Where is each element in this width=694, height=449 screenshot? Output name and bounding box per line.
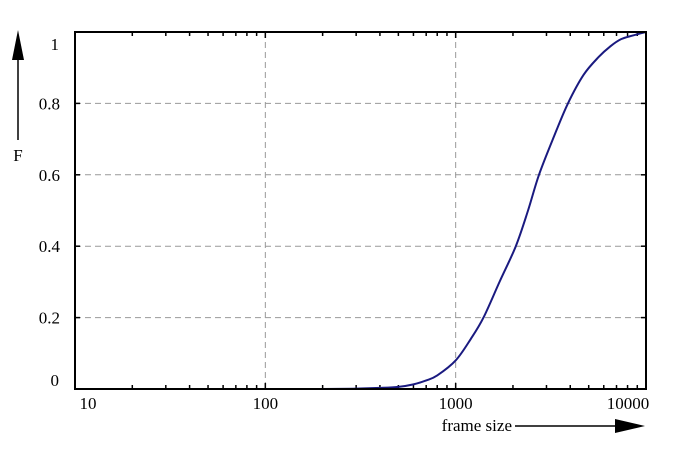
x-tick-label: 1000 (439, 394, 473, 413)
x-axis-arrow-head (615, 419, 645, 433)
y-axis-label: F (13, 146, 22, 165)
y-tick-label: 0 (51, 371, 60, 390)
tick-labels: 10 100 1000 10000 0 0.2 0.4 0.6 0.8 1 (39, 35, 650, 413)
y-tick-label: 1 (51, 35, 60, 54)
series-layer (265, 31, 647, 391)
cdf-line (265, 31, 647, 391)
x-axis-label: frame size (442, 416, 512, 435)
plot-frame (74, 31, 647, 390)
y-tick-label: 0.4 (39, 237, 61, 256)
y-tick-label: 0.8 (39, 94, 60, 113)
x-tick-label: 10000 (607, 394, 650, 413)
ticks (74, 32, 646, 389)
x-tick-label: 100 (253, 394, 279, 413)
grid (75, 32, 646, 389)
y-tick-label: 0.2 (39, 309, 60, 328)
y-tick-label: 0.6 (39, 166, 60, 185)
x-tick-label: 10 (80, 394, 97, 413)
y-axis-arrow-head (12, 30, 24, 60)
